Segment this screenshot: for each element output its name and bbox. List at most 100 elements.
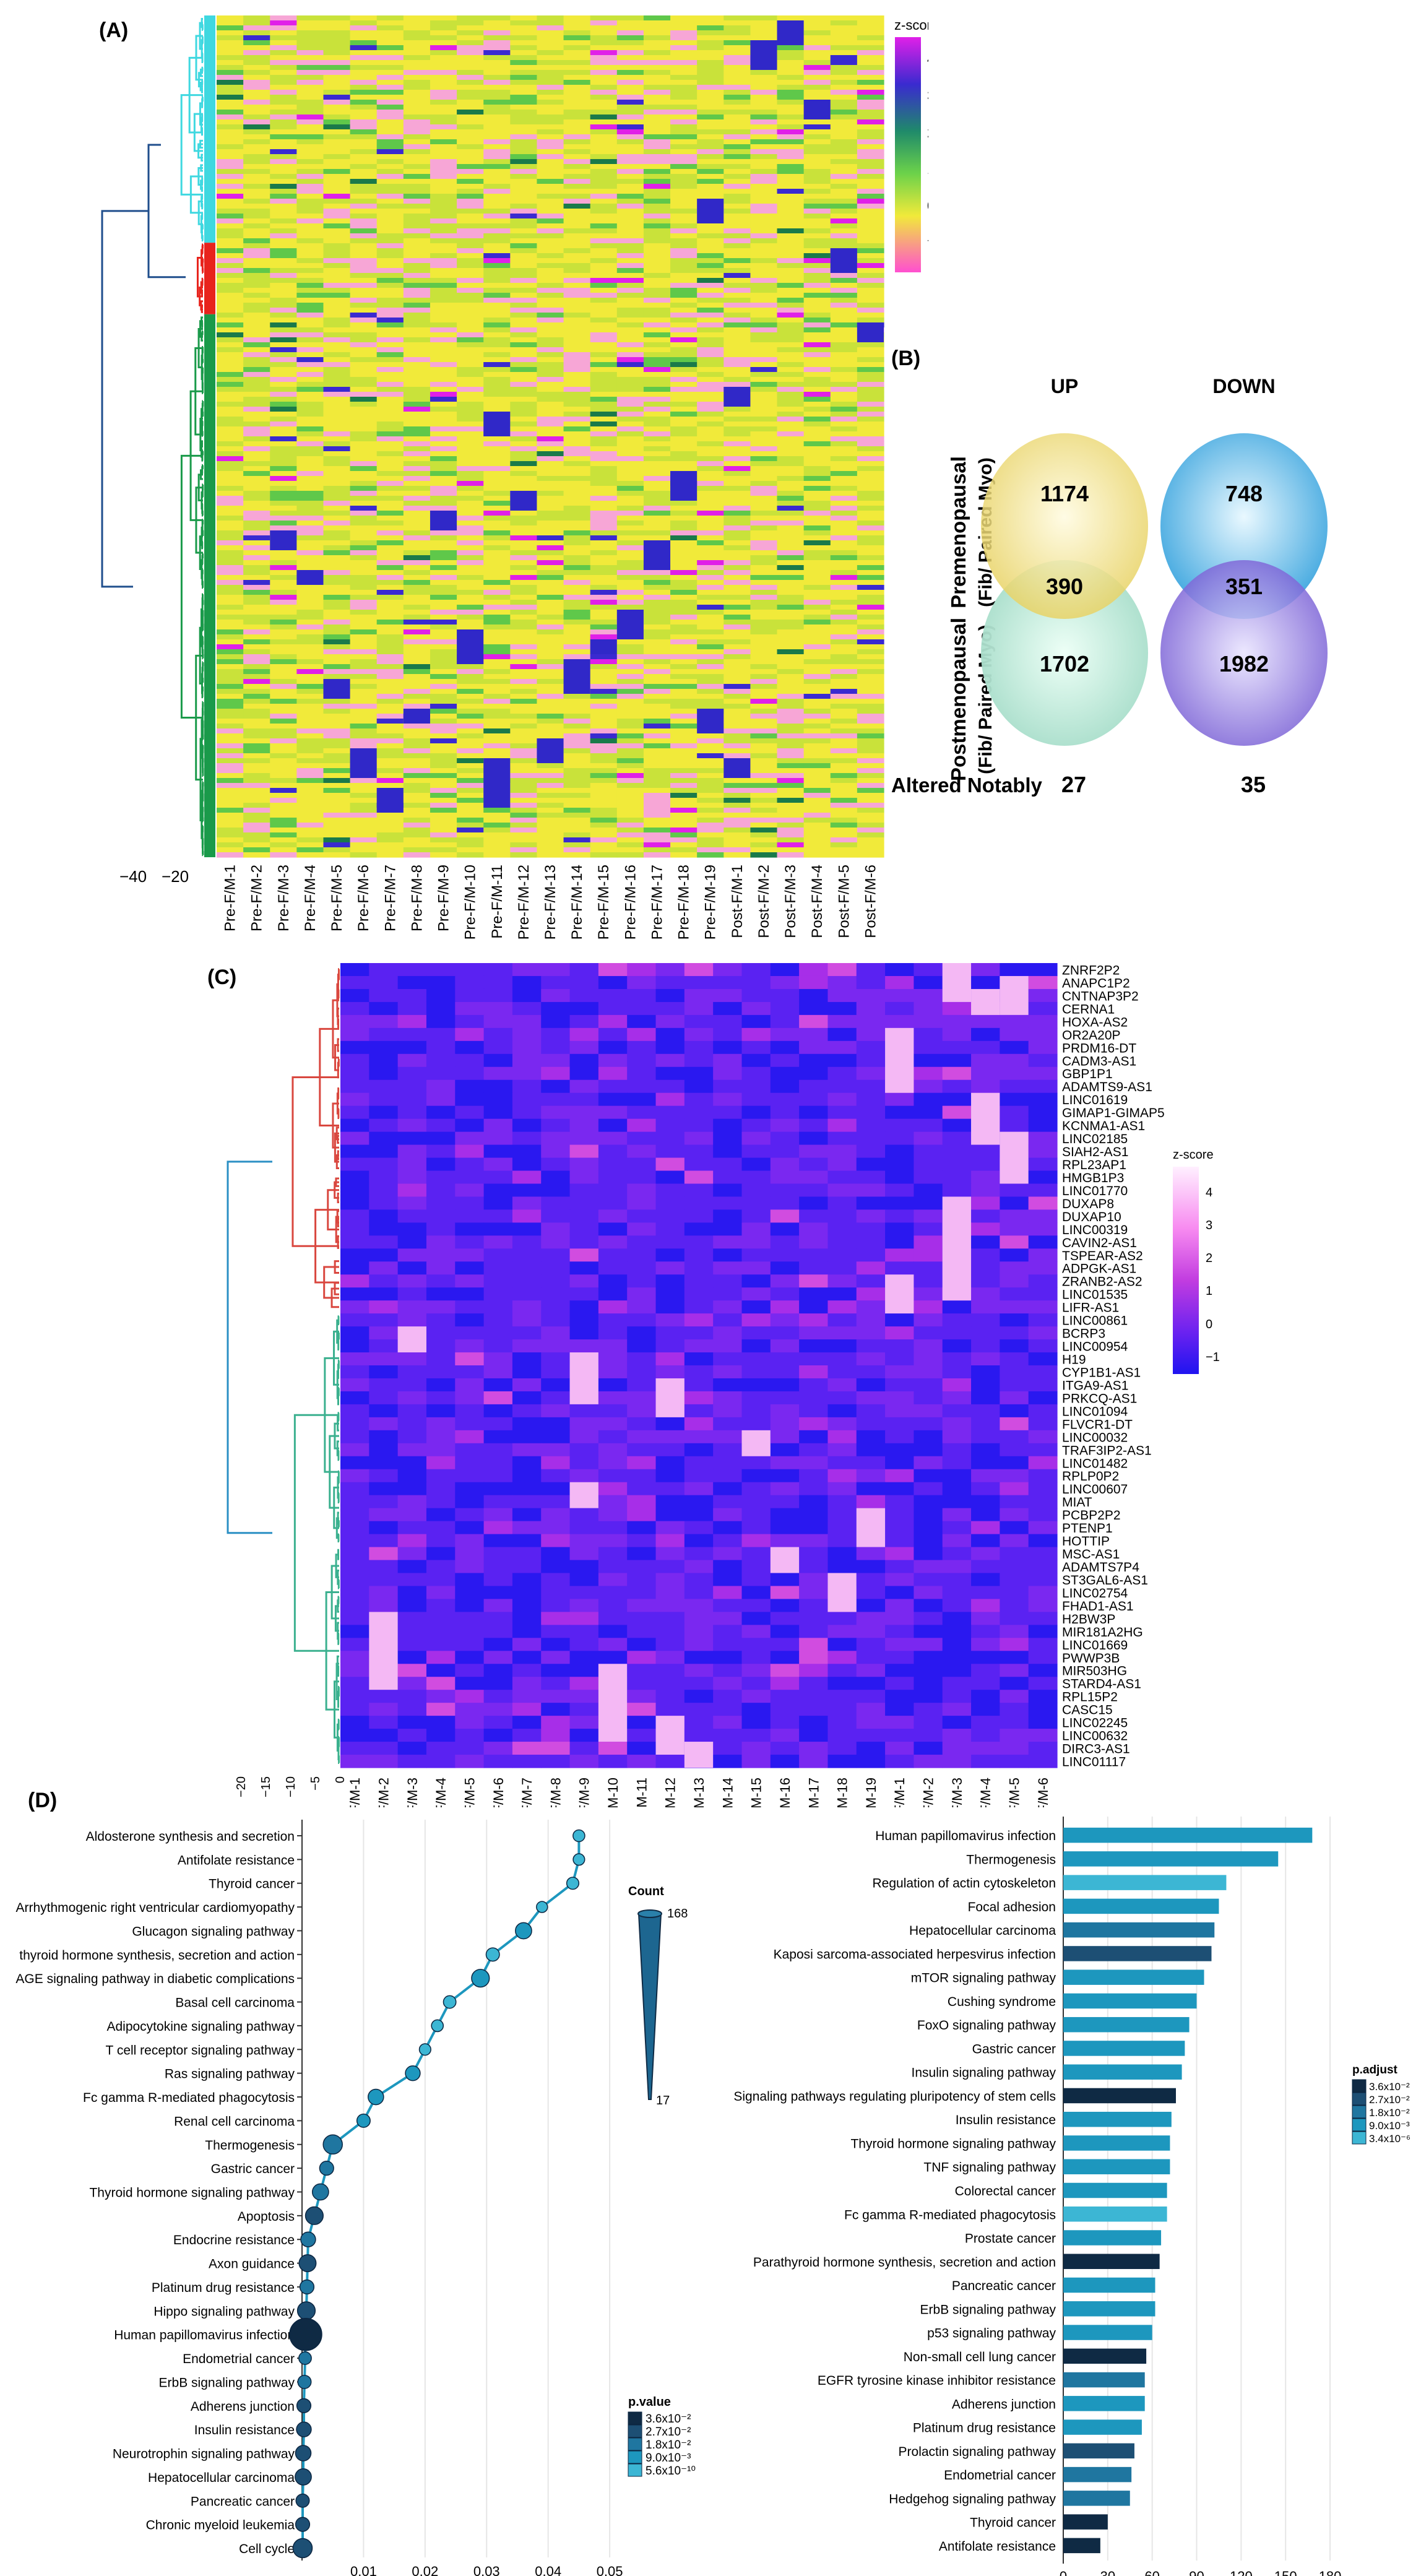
- heatmap-a-cell: [803, 303, 831, 308]
- heatmap-a-cell: [563, 516, 591, 521]
- heatmap-c-cell: [655, 1157, 685, 1172]
- heatmap-a-cell: [217, 347, 244, 353]
- heatmap-a-cell: [616, 798, 644, 803]
- heatmap-c-cell: [1028, 1066, 1058, 1081]
- heatmap-a-cell: [590, 164, 618, 170]
- heatmap-a-cell: [590, 699, 618, 704]
- heatmap-a-cell: [670, 139, 698, 145]
- heatmap-a-cell: [777, 530, 805, 536]
- heatmap-a-cell: [217, 313, 244, 318]
- heatmap-a-cell: [590, 283, 618, 288]
- heatmap-a-cell: [750, 832, 778, 838]
- heatmap-a-cell: [616, 352, 644, 358]
- heatmap-a-cell: [803, 426, 831, 432]
- heatmap-a-cell: [616, 382, 644, 387]
- heatmap-a-cell: [457, 100, 484, 105]
- heatmap-c-cell: [655, 1105, 685, 1120]
- heatmap-a-cell: [243, 169, 270, 175]
- heatmap-a-cell: [510, 634, 538, 640]
- heatmap-a-cell: [563, 709, 591, 714]
- heatmap-a-cell: [616, 793, 644, 798]
- heatmap-a-cell: [296, 372, 324, 378]
- dendrogram-branch: [147, 144, 186, 279]
- heatmap-a-cell: [537, 684, 564, 689]
- heatmap-c-cell: [827, 1092, 857, 1107]
- heatmap-a-cell: [323, 50, 351, 56]
- heatmap-a-cell: [270, 704, 297, 709]
- heatmap-a-cell: [830, 639, 858, 645]
- heatmap-c-cell: [885, 1118, 914, 1133]
- heatmap-a-cell: [777, 90, 805, 95]
- heatmap-a-cell: [670, 372, 698, 378]
- heatmap-a-cell: [403, 768, 431, 774]
- heatmap-a-cell: [563, 298, 591, 303]
- heatmap-a-cell: [777, 803, 805, 808]
- heatmap-a-cell: [803, 278, 831, 283]
- heatmap-a-cell: [376, 352, 404, 358]
- heatmap-a-cell: [803, 738, 831, 744]
- heatmap-a-cell: [697, 367, 724, 373]
- heatmap-a-cell: [296, 565, 324, 571]
- heatmap-a-cell: [510, 377, 538, 383]
- heatmap-a-cell: [243, 768, 270, 774]
- heatmap-a-cell: [510, 516, 538, 521]
- heatmap-a-cell: [457, 783, 484, 789]
- heatmap-a-cell: [830, 847, 858, 853]
- heatmap-a-cell: [697, 105, 724, 110]
- heatmap-a-cell: [643, 818, 671, 823]
- heatmap-c-cell: [799, 1014, 829, 1029]
- heatmap-a-cell: [323, 629, 351, 635]
- heatmap-a-cell: [750, 753, 778, 759]
- heatmap-a-cell: [830, 516, 858, 521]
- heatmap-a-cell: [697, 501, 724, 506]
- heatmap-a-cell: [723, 85, 751, 90]
- heatmap-a-cell: [323, 476, 351, 482]
- heatmap-a-cell: [350, 283, 378, 288]
- heatmap-c-cell: [885, 1014, 914, 1029]
- heatmap-a-cell: [510, 719, 538, 724]
- heatmap-a-cell: [563, 476, 591, 482]
- heatmap-a-cell: [723, 278, 751, 283]
- heatmap-a-cell: [270, 560, 297, 566]
- heatmap-a-cell: [376, 377, 404, 383]
- heatmap-a-cell: [670, 20, 698, 26]
- heatmap-a-cell: [723, 322, 751, 328]
- heatmap-a-cell: [457, 322, 484, 328]
- heatmap-a-cell: [777, 773, 805, 779]
- heatmap-a-cell: [323, 659, 351, 665]
- heatmap-a-cell: [403, 397, 431, 402]
- column-label: Pre-F/M-13: [542, 865, 559, 940]
- heatmap-a-cell: [537, 421, 564, 427]
- heatmap-a-cell: [697, 179, 724, 184]
- heatmap-a-cell: [590, 105, 618, 110]
- heatmap-a-cell: [670, 699, 698, 704]
- heatmap-a-cell: [217, 535, 244, 541]
- heatmap-a-cell: [857, 649, 884, 655]
- heatmap-a-cell: [350, 134, 378, 140]
- heatmap-a-cell: [616, 154, 644, 160]
- heatmap-a-cell: [830, 496, 858, 501]
- heatmap-a-cell: [857, 184, 884, 189]
- heatmap-a-cell: [616, 595, 644, 600]
- heatmap-c-cell: [569, 1014, 599, 1029]
- heatmap-a-cell: [483, 397, 511, 402]
- heatmap-a-cell: [537, 837, 564, 843]
- column-label: Pre-F/M-16: [622, 865, 639, 940]
- heatmap-a-cell: [430, 545, 457, 551]
- heatmap-a-cell: [803, 620, 831, 625]
- heatmap-a-cell: [590, 214, 618, 219]
- heatmap-a-cell: [270, 451, 297, 457]
- heatmap-a-cell: [830, 669, 858, 675]
- heatmap-a-cell: [750, 293, 778, 298]
- heatmap-a-cell: [590, 228, 618, 234]
- heatmap-c-cell: [655, 1001, 685, 1016]
- heatmap-a-cell: [697, 476, 724, 482]
- heatmap-a-cell: [270, 842, 297, 848]
- heatmap-a-cell: [803, 625, 831, 630]
- heatmap-a-cell: [323, 105, 351, 110]
- heatmap-a-cell: [430, 243, 457, 249]
- heatmap-a-cell: [430, 134, 457, 140]
- heatmap-a-cell: [723, 842, 751, 848]
- heatmap-a-cell: [457, 228, 484, 234]
- heatmap-a-cell: [670, 545, 698, 551]
